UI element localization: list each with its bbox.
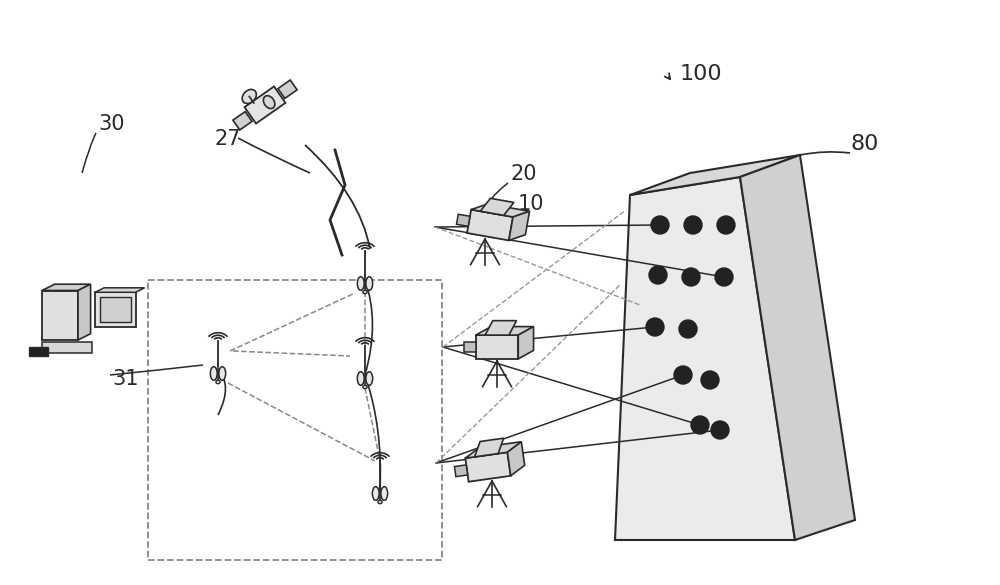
Circle shape	[651, 216, 669, 234]
Ellipse shape	[378, 500, 382, 504]
Polygon shape	[245, 87, 285, 123]
Ellipse shape	[357, 371, 364, 386]
Ellipse shape	[363, 290, 367, 294]
Circle shape	[701, 371, 719, 389]
Text: 100: 100	[680, 64, 723, 84]
Polygon shape	[42, 284, 91, 291]
Circle shape	[649, 266, 667, 284]
Polygon shape	[454, 465, 468, 477]
Polygon shape	[100, 297, 131, 322]
Text: 10: 10	[518, 194, 544, 214]
Circle shape	[717, 216, 735, 234]
Polygon shape	[509, 211, 530, 240]
Polygon shape	[740, 155, 855, 540]
Polygon shape	[95, 292, 136, 326]
Polygon shape	[464, 342, 476, 352]
Circle shape	[711, 421, 729, 439]
Polygon shape	[518, 326, 534, 359]
Polygon shape	[467, 209, 513, 240]
Text: 80: 80	[850, 134, 878, 154]
Polygon shape	[465, 452, 511, 481]
Polygon shape	[475, 438, 504, 457]
Ellipse shape	[363, 386, 367, 388]
Polygon shape	[471, 204, 530, 217]
Polygon shape	[485, 321, 517, 335]
Bar	[148, 280, 442, 560]
Polygon shape	[615, 177, 795, 540]
Polygon shape	[78, 284, 91, 340]
Polygon shape	[476, 326, 534, 335]
Ellipse shape	[242, 90, 256, 104]
Polygon shape	[465, 442, 521, 458]
Text: 27: 27	[215, 129, 242, 149]
Text: 31: 31	[112, 369, 138, 389]
Ellipse shape	[263, 96, 275, 109]
Polygon shape	[95, 288, 145, 292]
Ellipse shape	[366, 277, 373, 290]
Circle shape	[691, 416, 709, 434]
Polygon shape	[42, 291, 78, 340]
Polygon shape	[507, 442, 525, 476]
Polygon shape	[278, 80, 297, 98]
Text: 30: 30	[98, 114, 124, 134]
Ellipse shape	[372, 487, 379, 500]
Circle shape	[715, 268, 733, 286]
Text: 20: 20	[510, 164, 536, 184]
Polygon shape	[630, 155, 800, 195]
Bar	[42, 342, 92, 353]
Polygon shape	[476, 335, 518, 359]
Ellipse shape	[210, 367, 217, 380]
Circle shape	[679, 320, 697, 338]
Ellipse shape	[216, 380, 220, 384]
Bar	[28, 347, 48, 356]
Ellipse shape	[381, 487, 388, 500]
Ellipse shape	[219, 367, 226, 380]
Polygon shape	[480, 198, 514, 215]
Circle shape	[646, 318, 664, 336]
Ellipse shape	[357, 277, 364, 290]
Polygon shape	[233, 112, 252, 130]
Polygon shape	[456, 214, 470, 226]
Circle shape	[684, 216, 702, 234]
Ellipse shape	[366, 371, 373, 386]
Circle shape	[674, 366, 692, 384]
Circle shape	[682, 268, 700, 286]
